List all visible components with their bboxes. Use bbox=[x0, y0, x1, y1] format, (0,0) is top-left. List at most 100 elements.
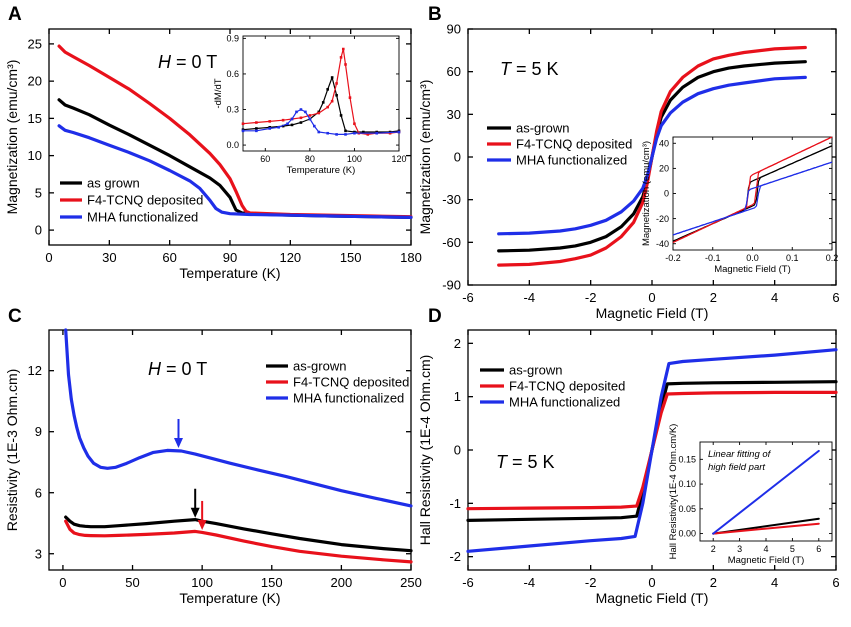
panel-C-series-red bbox=[64, 519, 413, 564]
panel-B-inset-y-tick-label: 40 bbox=[659, 138, 669, 148]
panel-A-inset-point-blue bbox=[344, 133, 347, 136]
panel-A-inset-point-blue bbox=[304, 110, 307, 114]
panel-D-y-tick-label: -1 bbox=[449, 496, 461, 511]
panel-B-inset-y-axis-label: Magnetization (emu/cm³) bbox=[641, 141, 652, 246]
panel-A-inset-point-red bbox=[299, 116, 303, 120]
panel-B-inset-x-tick-label: -0.1 bbox=[705, 253, 721, 263]
panel-A-inset-x-tick-label: 80 bbox=[305, 154, 315, 164]
panel-A-inset-x-tick-label: 100 bbox=[347, 154, 362, 164]
panel-B-x-tick-label: -6 bbox=[462, 290, 474, 305]
panel-D-x-tick-label: -2 bbox=[585, 575, 597, 590]
panel-A-inset-point-blue bbox=[308, 117, 312, 121]
panel-B-x-tick-label: -4 bbox=[524, 290, 536, 305]
panel-A-inset-point-red bbox=[388, 131, 392, 135]
panel-C-x-tick-label: 200 bbox=[331, 575, 353, 590]
panel-A-x-tick-label: 30 bbox=[102, 250, 116, 265]
panel-A-inset-y-tick-label: 0.9 bbox=[226, 34, 239, 44]
panel-D-inset-x-tick-label: 4 bbox=[763, 544, 768, 554]
panel-B-y-tick-label: 90 bbox=[447, 22, 461, 37]
panel-C-legend-entry: as-grown bbox=[293, 359, 346, 374]
panel-A-inset-point-red bbox=[353, 122, 356, 126]
panel-A-inset-plot-frame bbox=[242, 35, 400, 152]
panel-A-inset-point-red bbox=[335, 82, 338, 85]
panel-A-y-tick-label: 5 bbox=[35, 185, 42, 200]
panel-B-inset-loop-blue-down bbox=[672, 161, 833, 236]
panel-B-legend-entry: as-grown bbox=[516, 121, 569, 136]
panel-C-condition-label: H = 0 T bbox=[148, 359, 207, 379]
panel-A-inset-point-black bbox=[255, 127, 258, 130]
panel-D-inset: 2 3 4 5 6 0.00 0.05 0.10 0.15 Magnetic Field (T) H… bbox=[668, 424, 833, 566]
panel-B-condition-label: T = 5 K bbox=[500, 59, 559, 79]
panel-D-x-tick-label: -6 bbox=[462, 575, 474, 590]
condition-value: = 5 K bbox=[511, 59, 559, 79]
panel-B-inset-x-tick-label: 0.2 bbox=[826, 253, 839, 263]
panel-B-y-tick-label: -60 bbox=[442, 235, 461, 250]
panel-A-inset-point-red bbox=[268, 120, 272, 123]
panel-A-inset-point-red bbox=[339, 56, 343, 59]
panel-C-y-tick-label: 9 bbox=[35, 424, 42, 439]
panel-B-y-tick-label: 60 bbox=[447, 64, 461, 79]
panel-B-inset-loop-red-down bbox=[672, 136, 833, 244]
panel-B-x-axis-label: Magnetic Field (T) bbox=[596, 305, 709, 321]
panel-A-legend-entry: as grown bbox=[87, 176, 140, 191]
panel-A-inset-x-tick-label: 60 bbox=[260, 154, 270, 164]
panel-D-inset-y-tick-label: 0.15 bbox=[678, 454, 696, 464]
panel-D-inset-x-tick-label: 3 bbox=[737, 544, 742, 554]
panel-D-legend-entry: as-grown bbox=[509, 363, 562, 378]
panel-C-x-tick-label: 250 bbox=[400, 575, 422, 590]
panel-B-inset-bg bbox=[673, 137, 832, 250]
panel-A-x-tick-label: 150 bbox=[340, 250, 362, 265]
panel-C-arrow-black-head bbox=[190, 507, 200, 518]
panel-B-series-blue bbox=[497, 75, 807, 236]
panel-A-inset: 60 80 100 120 0.0 0.3 0.6 0.9 Temperature (K) -dM… bbox=[213, 34, 407, 176]
panel-B-y-tick-label: 30 bbox=[447, 107, 461, 122]
panel-B-inset: -0.2 -0.1 0.0 0.1 0.2 -40 -20 0 20 40 Magnetic Fie… bbox=[641, 136, 839, 275]
panel-A-inset-point-black bbox=[326, 88, 329, 91]
panel-A-inset-point-blue bbox=[241, 129, 245, 133]
panel-A-inset-point-blue bbox=[295, 110, 298, 114]
panel-A-inset-point-blue bbox=[268, 127, 272, 130]
panel-A-inset-point-blue bbox=[397, 130, 401, 134]
panel-B-legend-entry: MHA functionalized bbox=[516, 153, 627, 168]
panel-A-inset-point-black bbox=[290, 123, 294, 127]
panel-D-legend-entry: MHA functionalized bbox=[509, 395, 620, 410]
condition-variable: T bbox=[500, 59, 513, 79]
panel-C-x-tick-label: 100 bbox=[191, 575, 213, 590]
panel-C-plot-frame bbox=[48, 329, 412, 571]
panel-D-x-tick-label: -4 bbox=[524, 575, 536, 590]
panel-D-inset-series-blue bbox=[712, 449, 820, 535]
panel-C-y-axis-label: Resistivity (1E-3 Ohm.cm) bbox=[4, 369, 20, 532]
panel-A-inset-point-red bbox=[366, 133, 370, 136]
panel-D-inset-y-tick-label: 0.10 bbox=[678, 479, 696, 489]
panel-A-inset-point-black bbox=[321, 101, 325, 104]
condition-variable: H bbox=[158, 52, 172, 72]
panel-D-inset-annotation: high field part bbox=[708, 462, 765, 473]
panel-B-y-axis-label: Magnetization (emu/cm³) bbox=[417, 80, 433, 235]
panel-D-inset-y-axis-label: Hall Resistivity(1E-4 Ohm.cm/K) bbox=[668, 424, 679, 560]
panel-D-y-tick-label: 1 bbox=[454, 389, 461, 404]
panel-C-x-axis-label: Temperature (K) bbox=[179, 590, 280, 606]
panel-C: 0 50 100 150 200 250 3 6 9 12 Temperature (K) Resis… bbox=[4, 306, 422, 606]
panel-A-inset-point-blue bbox=[286, 122, 289, 126]
panel-A-inset-point-red bbox=[330, 99, 334, 103]
panel-A-inset-y-tick-label: 0.6 bbox=[226, 69, 239, 79]
panel-A-y-tick-label: 20 bbox=[28, 74, 42, 89]
panel-A-inset-point-black bbox=[335, 93, 338, 97]
panel-A-inset-point-black bbox=[339, 114, 343, 117]
panel-A-inset-point-red bbox=[317, 111, 321, 115]
panel-C-legend-entry: F4-TCNQ deposited bbox=[293, 375, 409, 390]
panel-A-inset-point-red bbox=[341, 47, 345, 51]
panel-A-inset-series-blue bbox=[242, 108, 400, 135]
panel-A-y-tick-label: 10 bbox=[28, 148, 42, 163]
panel-A-x-tick-label: 180 bbox=[400, 250, 422, 265]
panel-D-inset-y-tick-label: 0.00 bbox=[678, 529, 696, 539]
panel-B-inset-y-tick-label: -20 bbox=[656, 214, 669, 224]
panel-B-legend-entry: F4-TCNQ deposited bbox=[516, 137, 632, 152]
panel-A-y-tick-label: 15 bbox=[28, 111, 42, 126]
panel-B-inset-y-tick-label: 20 bbox=[659, 164, 669, 174]
panel-D-inset-x-axis-label: Magnetic Field (T) bbox=[728, 555, 805, 566]
panel-C-y-tick-label: 3 bbox=[35, 546, 42, 561]
panel-A-inset-point-black bbox=[362, 130, 365, 134]
